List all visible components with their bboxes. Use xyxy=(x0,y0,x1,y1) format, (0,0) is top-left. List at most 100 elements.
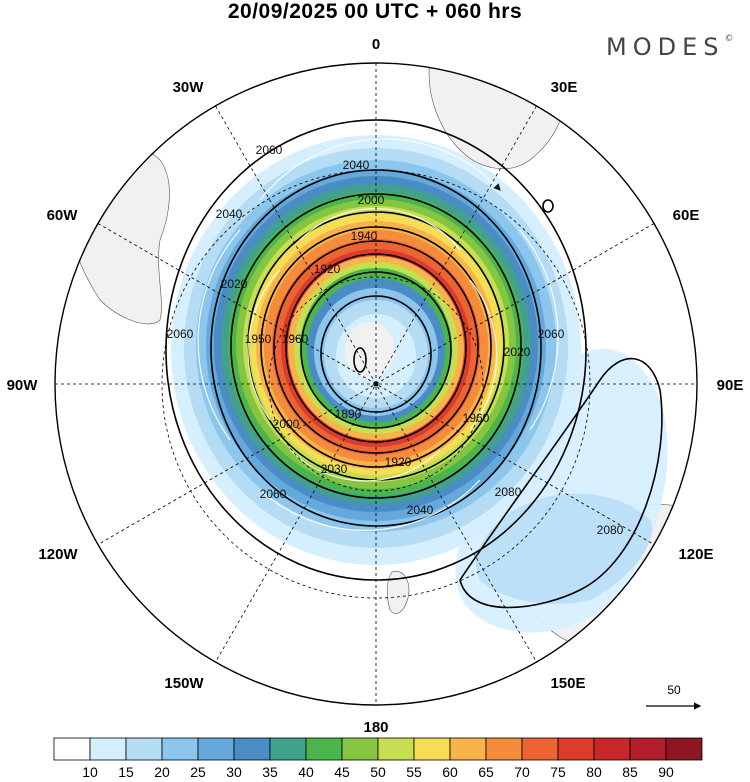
colorbar-tick-label: 10 xyxy=(82,764,98,780)
contour-label: 2000 xyxy=(358,193,385,207)
lon-label-150e: 150E xyxy=(550,675,585,692)
jet-stream-pacific-shading xyxy=(476,493,652,604)
meridian-30e-150w xyxy=(215,105,537,663)
contour-label: 2030 xyxy=(321,462,348,476)
lon-label-0: 0 xyxy=(372,36,380,53)
lon-label-90e: 90E xyxy=(717,377,744,394)
contour-line-polar-low xyxy=(353,347,367,373)
colorbar-tick-label: 75 xyxy=(550,764,566,780)
polar-calm-area xyxy=(345,322,395,378)
lon-label-120w: 120W xyxy=(38,546,78,563)
colorbar-tick-label: 65 xyxy=(478,764,494,780)
reference-vector: 50 xyxy=(646,683,702,710)
colorbar-swatch xyxy=(125,737,163,761)
lon-label-120e: 120E xyxy=(678,546,713,563)
colorbar-tick-label: 30 xyxy=(226,764,242,780)
contour-label: 1950 xyxy=(245,332,272,346)
wind-vector-path-8 xyxy=(247,269,281,421)
longitude-labels: 0 30E 60E 90E 120E 150E 180 150W 120W 90… xyxy=(7,36,744,736)
colorbar-swatch xyxy=(593,737,631,761)
colorbar-swatch xyxy=(305,737,343,761)
contour-label: 1920 xyxy=(385,455,412,469)
colorbar-swatch xyxy=(413,737,451,761)
lon-label-60w: 60W xyxy=(47,207,79,224)
chart-title: 20/09/2025 00 UTC + 060 hrs xyxy=(227,0,523,23)
colorbar-tick-label: 35 xyxy=(262,764,278,780)
colorbar-swatch xyxy=(89,737,127,761)
colorbar-swatch xyxy=(161,737,199,761)
colorbar-tick-label: 40 xyxy=(298,764,314,780)
contour-label: 2040 xyxy=(343,158,370,172)
colorbar-swatch xyxy=(485,737,523,761)
south-america-landmass xyxy=(59,148,170,325)
colorbar-tick-label: 45 xyxy=(334,764,350,780)
colorbar-tick-label: 20 xyxy=(154,764,170,780)
contour-label: 2060 xyxy=(167,327,194,341)
brand-text: MODES xyxy=(606,33,725,61)
wind-vector-path-5 xyxy=(299,208,461,251)
colorbar-tick-label: 55 xyxy=(406,764,422,780)
colorbar-swatch xyxy=(629,737,667,761)
colorbar-swatch xyxy=(269,737,307,761)
colorbar-tick-label: 70 xyxy=(514,764,530,780)
colorbar-tick-label: 85 xyxy=(622,764,638,780)
wind-vectors xyxy=(197,138,559,531)
colorbar-tick-label: 80 xyxy=(586,764,602,780)
colorbar-tick-label: 25 xyxy=(190,764,206,780)
contour-line-2080-east xyxy=(459,357,663,609)
contour-label: 1960 xyxy=(282,332,309,346)
contour-label: 2080 xyxy=(597,523,624,537)
new-zealand-landmass xyxy=(386,570,410,614)
colorbar-swatch xyxy=(233,737,271,761)
contour-labels: 2060 2040 2000 1940 1920 2040 2020 2060 … xyxy=(167,143,624,537)
colorbar-tick-label: 90 xyxy=(658,764,674,780)
colorbar-swatch xyxy=(377,737,415,761)
contour-label: 1940 xyxy=(351,229,378,243)
contour-label: 2060 xyxy=(256,143,283,157)
lon-label-150w: 150W xyxy=(164,675,204,692)
contour-label: 2060 xyxy=(260,487,287,501)
copyright-mark: © xyxy=(724,34,734,44)
wind-vector-path-1 xyxy=(259,138,501,201)
lon-label-60e: 60E xyxy=(673,207,700,224)
contour-label: 2060 xyxy=(538,327,565,341)
wind-vector-path-2 xyxy=(519,229,559,431)
reference-vector-label: 50 xyxy=(667,683,681,697)
lon-label-180: 180 xyxy=(363,719,388,736)
meridian-60w-120e xyxy=(97,223,655,545)
meridian-30w-150e xyxy=(215,105,537,663)
colorbar-tick-label: 50 xyxy=(370,764,386,780)
south-pole-marker xyxy=(373,381,379,387)
contour-label: 2040 xyxy=(216,207,243,221)
colorbar-swatch xyxy=(557,737,595,761)
colorbar-swatch xyxy=(521,737,559,761)
colorbar-swatch xyxy=(341,737,379,761)
lon-label-90w: 90W xyxy=(7,377,39,394)
wind-vector-path-3 xyxy=(259,479,481,531)
contour-line-2020 xyxy=(230,193,522,499)
colorbar-swatch xyxy=(449,737,487,761)
lon-label-30e: 30E xyxy=(551,79,578,96)
wind-vector-path-4 xyxy=(197,229,241,441)
contour-label: 2000 xyxy=(273,417,300,431)
colorbar-tick-label: 15 xyxy=(118,764,134,780)
brand-logo: MODES© xyxy=(606,33,733,61)
colorbar-swatch xyxy=(53,737,91,761)
wind-vector-path-7 xyxy=(289,449,441,482)
meridian-60e-120w xyxy=(97,223,655,545)
colorbar-swatch xyxy=(665,737,703,761)
colorbar-swatch xyxy=(197,737,235,761)
contour-label: 1890 xyxy=(335,407,362,421)
contour-label: 2080 xyxy=(495,485,522,499)
graticule xyxy=(55,63,697,705)
colorbar: 10 15 20 25 30 35 40 45 50 55 60 65 70 75 80 85 90 xyxy=(53,737,703,780)
map-boundary xyxy=(54,62,698,706)
contour-label: 1920 xyxy=(314,262,341,276)
contour-label: 2020 xyxy=(221,277,248,291)
contour-label: 1960 xyxy=(463,411,490,425)
contour-line-1920 xyxy=(300,271,452,429)
contour-label: 2020 xyxy=(504,345,531,359)
contour-line-small-high xyxy=(542,199,554,213)
wind-vector-path-6 xyxy=(469,279,498,431)
